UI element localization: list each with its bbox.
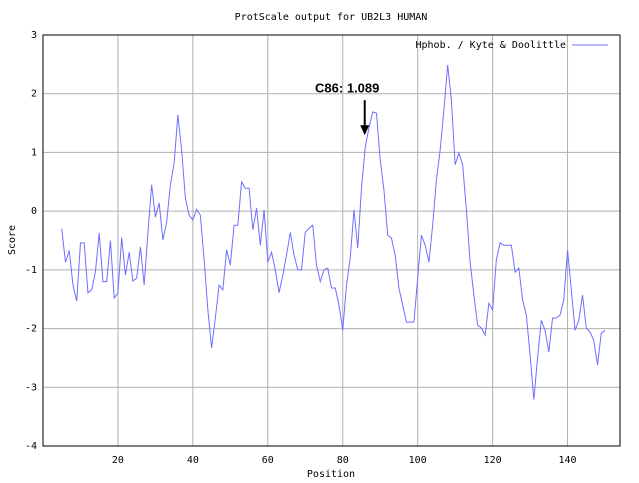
chart-title: ProtScale output for UB2L3 HUMAN [235,12,428,23]
x-tick-label: 140 [559,455,577,466]
x-tick-label: 80 [337,455,349,466]
x-axis-label: Position [307,469,355,480]
y-tick-label: -4 [25,441,37,452]
y-tick-label: 1 [31,147,37,158]
x-tick-label: 20 [112,455,124,466]
x-tick-label: 120 [484,455,502,466]
y-tick-label: 2 [31,89,37,100]
plot-frame [42,34,621,447]
annotation-arrowhead [360,125,370,136]
legend-label: Hphob. / Kyte & Doolittle [415,40,566,51]
y-axis-label: Score [7,225,18,255]
x-tick-label: 60 [262,455,274,466]
x-tick-label: 40 [187,455,199,466]
annotation: C86: 1.089 [315,81,379,96]
y-tick-label: 3 [31,30,37,41]
data-line [61,64,606,400]
y-tick-label: -1 [25,265,37,276]
y-tick-label: 0 [31,206,37,217]
y-tick-label: -2 [25,324,37,335]
x-tick-label: 100 [409,455,427,466]
y-tick-label: -3 [25,382,37,393]
